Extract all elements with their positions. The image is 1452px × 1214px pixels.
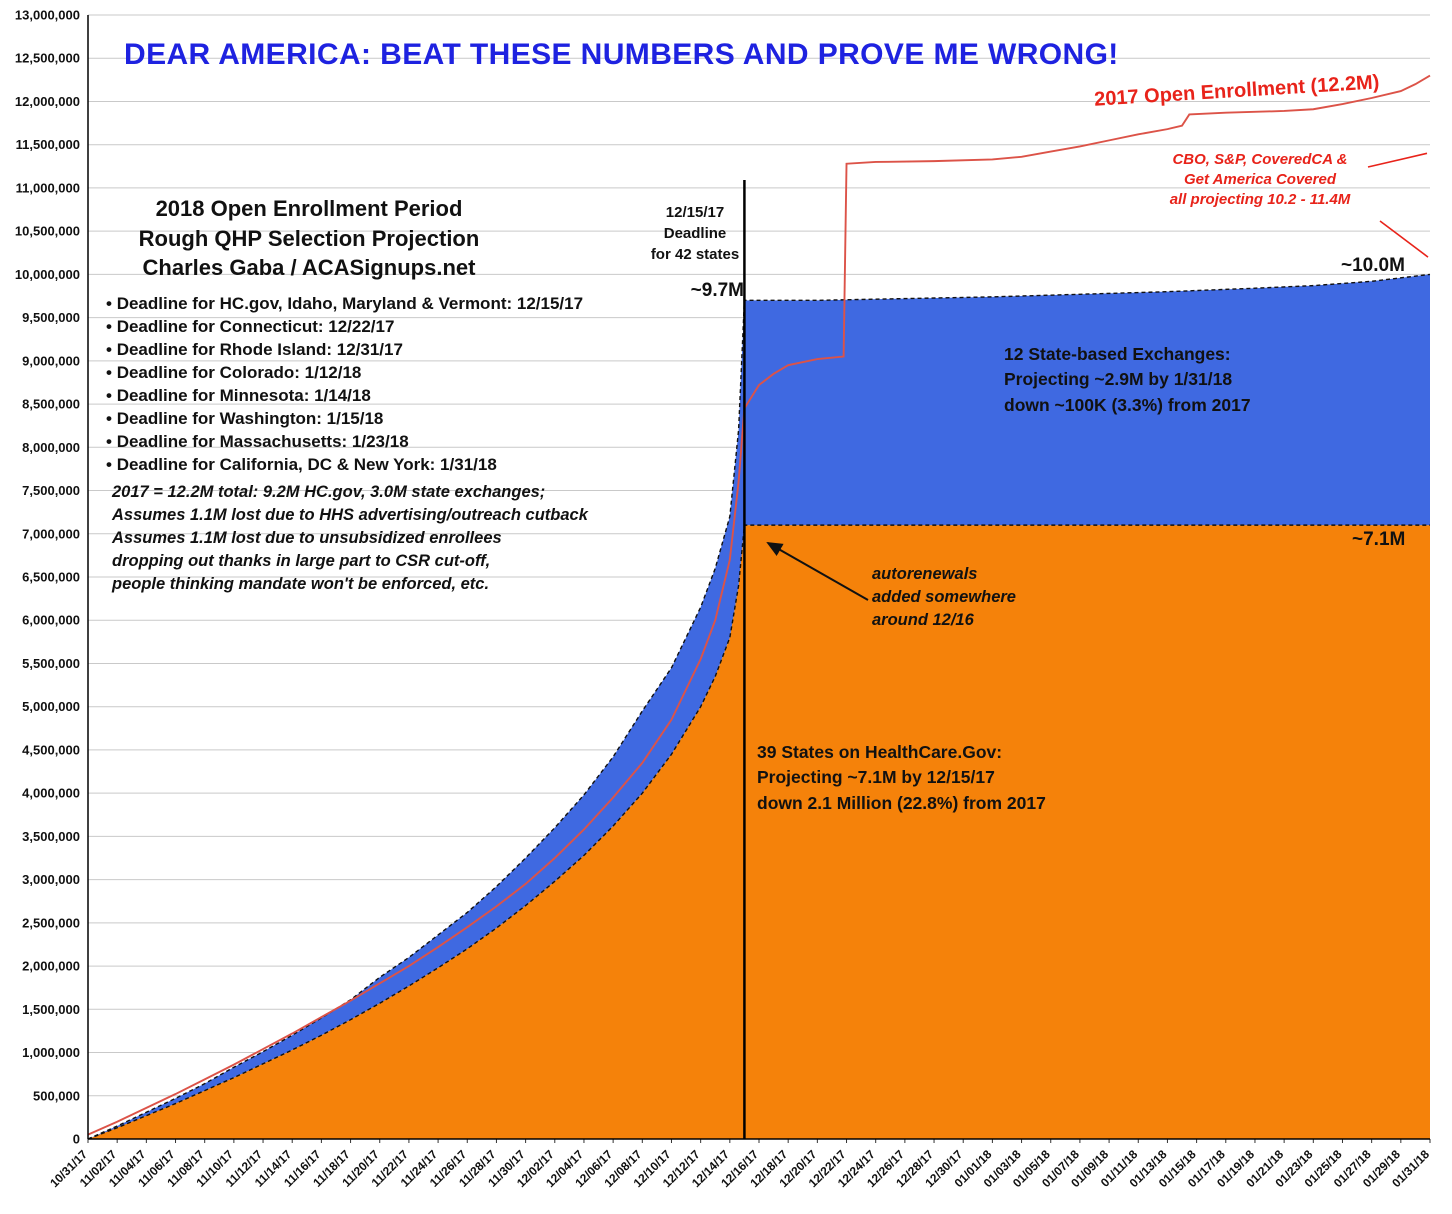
svg-text:3,500,000: 3,500,000 [22, 829, 80, 844]
svg-text:11,000,000: 11,000,000 [16, 180, 80, 195]
svg-text:4,000,000: 4,000,000 [22, 786, 80, 801]
svg-text:1,000,000: 1,000,000 [22, 1045, 80, 1060]
svg-text:7,000,000: 7,000,000 [22, 526, 80, 541]
svg-text:5,000,000: 5,000,000 [22, 699, 80, 714]
svg-text:1,500,000: 1,500,000 [22, 1002, 80, 1017]
svg-text:0: 0 [73, 1132, 80, 1147]
svg-text:11,500,000: 11,500,000 [16, 137, 80, 152]
svg-text:9,000,000: 9,000,000 [22, 353, 80, 368]
svg-text:8,500,000: 8,500,000 [22, 397, 80, 412]
svg-text:6,000,000: 6,000,000 [22, 613, 80, 628]
svg-text:6,500,000: 6,500,000 [22, 570, 80, 585]
svg-text:10,500,000: 10,500,000 [15, 224, 80, 239]
svg-text:500,000: 500,000 [33, 1088, 80, 1103]
svg-text:10,000,000: 10,000,000 [15, 267, 80, 282]
svg-text:3,000,000: 3,000,000 [22, 872, 80, 887]
svg-text:7,500,000: 7,500,000 [22, 483, 80, 498]
svg-text:2,000,000: 2,000,000 [22, 959, 80, 974]
svg-text:2,500,000: 2,500,000 [22, 915, 80, 930]
svg-text:8,000,000: 8,000,000 [22, 440, 80, 455]
svg-text:12,000,000: 12,000,000 [15, 94, 80, 109]
svg-text:9,500,000: 9,500,000 [22, 310, 80, 325]
svg-text:12,500,000: 12,500,000 [15, 51, 80, 66]
svg-text:4,500,000: 4,500,000 [22, 742, 80, 757]
svg-text:5,500,000: 5,500,000 [22, 656, 80, 671]
svg-text:13,000,000: 13,000,000 [15, 8, 80, 23]
